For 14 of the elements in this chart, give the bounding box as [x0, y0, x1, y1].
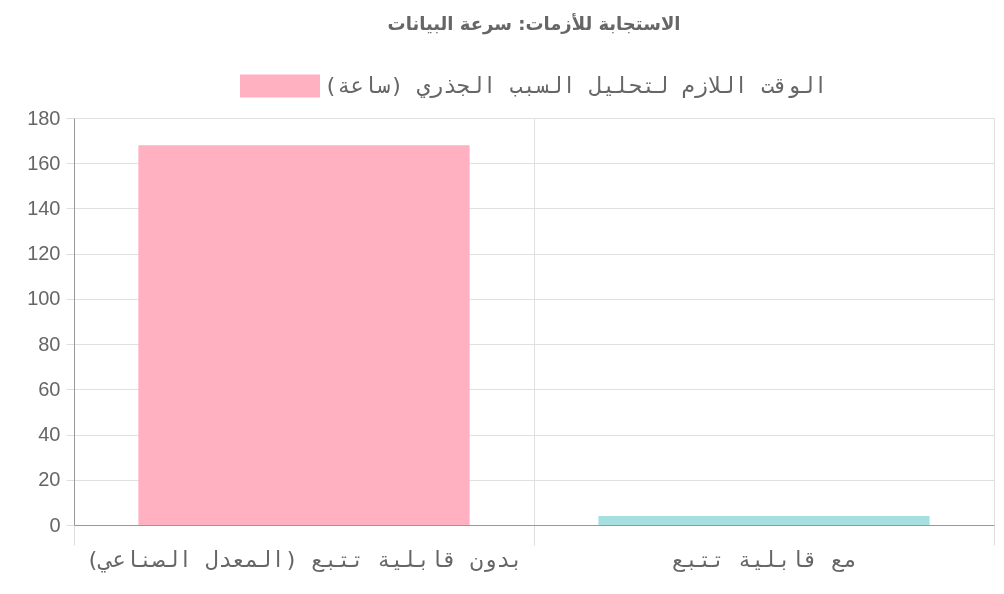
chart-title: الاستجابة للأزمات: سرعة البيانات	[387, 13, 681, 35]
y-tick-label: 140	[27, 196, 61, 219]
y-tick-label: 40	[38, 423, 61, 446]
y-tick-label: 80	[38, 332, 61, 355]
y-tick-label: 0	[49, 513, 61, 536]
y-tick-label: 60	[38, 377, 61, 400]
y-tick-label: 160	[27, 151, 61, 174]
legend-label: الوقت اللازم لتحليل السبب الجذري (ساعة)	[324, 73, 828, 98]
y-tick-label: 100	[27, 287, 61, 310]
y-tick-label: 20	[38, 468, 61, 491]
x-tick-label: مع قابلية تتبع	[671, 546, 858, 572]
y-tick-label: 180	[27, 106, 61, 129]
y-tick-label: 120	[27, 242, 61, 265]
x-tick-label: بدون قابلية تتبع (المعدل الصناعي)	[85, 546, 524, 573]
